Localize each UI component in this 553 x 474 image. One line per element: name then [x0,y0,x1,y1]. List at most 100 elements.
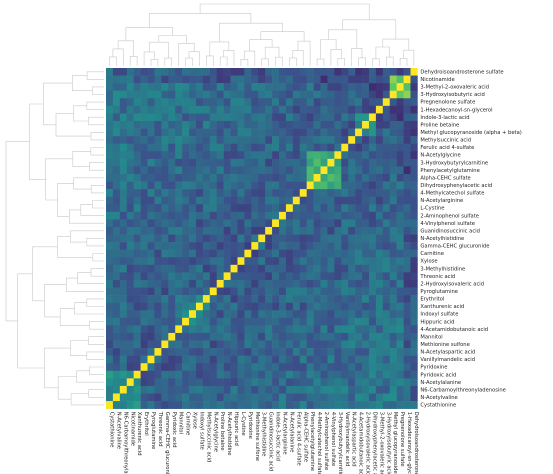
heatmap-cell [320,242,328,250]
heatmap-cell [285,226,294,235]
heatmap-cell [230,158,238,167]
heatmap-cell [272,128,280,137]
heatmap-cell [251,340,259,349]
heatmap-cell [355,234,363,243]
heatmap-cell [299,264,307,273]
heatmap-cell [244,401,252,409]
heatmap-cell [182,317,190,326]
heatmap-cell [147,264,155,273]
heatmap-cell [368,302,377,311]
heatmap-cell [106,257,114,266]
heatmap-cell [154,68,162,76]
heatmap-cell [147,393,155,402]
heatmap-cell [112,196,121,205]
heatmap-cell [320,166,328,175]
heatmap-cell [362,90,370,99]
heatmap-cell [106,68,114,76]
heatmap-cell [209,189,218,197]
heatmap-cell [292,393,301,402]
heatmap-cell [313,136,321,144]
heatmap-cell [168,120,176,129]
heatmap-cell [285,166,294,175]
heatmap-cell [202,211,211,220]
heatmap-cell [382,370,391,379]
heatmap-cell [348,211,356,220]
heatmap-cell [348,393,356,402]
heatmap-cell [154,242,162,250]
heatmap-cell [182,75,190,84]
heatmap-cell [299,295,307,303]
heatmap-cell [285,302,294,311]
heatmap-cell [362,68,370,76]
heatmap-cell [258,378,266,387]
row-label: Xanthurenic acid [420,304,464,310]
heatmap-cell [368,242,377,250]
heatmap-cell [175,113,183,122]
heatmap-cell [279,287,287,296]
heatmap-cell [389,105,397,114]
heatmap-cell [355,257,363,266]
heatmap-cell [175,211,183,220]
heatmap-cell [368,401,377,409]
dendrogram-branch [330,49,342,66]
heatmap-cell [202,158,211,167]
heatmap-cell [244,348,252,356]
heatmap-cell [368,75,377,84]
heatmap-cell [306,196,314,205]
heatmap-cell [106,385,114,394]
heatmap-cell [140,272,148,281]
heatmap-cell [341,385,349,394]
heatmap-cell [189,363,197,372]
heatmap-cell [189,189,197,197]
heatmap-cell [313,257,321,266]
heatmap-cell [244,75,252,84]
heatmap-cell [258,181,266,190]
heatmap-cell [389,385,397,394]
heatmap-cell [230,90,238,99]
heatmap-cell [355,370,363,379]
heatmap-cell [119,264,128,273]
heatmap-cell [320,332,328,341]
heatmap-cell [140,226,148,235]
heatmap-cell [389,189,397,197]
heatmap-cell [306,105,314,114]
heatmap-cell [154,90,162,99]
heatmap-cell [154,295,162,303]
heatmap-cell [244,219,252,228]
heatmap-cell [355,393,363,402]
heatmap-cell [161,378,169,387]
heatmap-cell [299,401,307,409]
heatmap-cell [382,325,391,334]
heatmap-cell [133,310,141,319]
heatmap-cell [410,340,418,349]
heatmap-cell [292,363,301,372]
heatmap-cell [306,234,314,243]
heatmap-cell [237,348,245,356]
heatmap-cell [403,370,411,379]
heatmap-cell [119,317,128,326]
heatmap-cell [223,385,231,394]
heatmap-cell [258,83,266,92]
heatmap-cell [175,378,183,387]
heatmap-cell [126,264,134,273]
heatmap-cell [161,204,169,213]
heatmap-cell [410,370,418,379]
heatmap-cell [348,264,356,273]
heatmap-cell [313,393,321,402]
heatmap-cell [209,242,218,250]
heatmap-cell [147,355,155,364]
heatmap-cell [126,310,134,319]
heatmap-cell [251,370,259,379]
heatmap-cell [348,120,356,129]
heatmap-cell [272,211,280,220]
heatmap-cell [272,158,280,167]
heatmap-cell [313,211,321,220]
heatmap-cell [126,287,134,296]
heatmap-cell [189,234,197,243]
heatmap-cell [168,166,176,175]
heatmap-cell [389,75,397,84]
heatmap-cell [306,143,314,152]
heatmap-cell [306,136,314,144]
heatmap-cell [382,234,391,243]
heatmap-cell [265,370,273,379]
